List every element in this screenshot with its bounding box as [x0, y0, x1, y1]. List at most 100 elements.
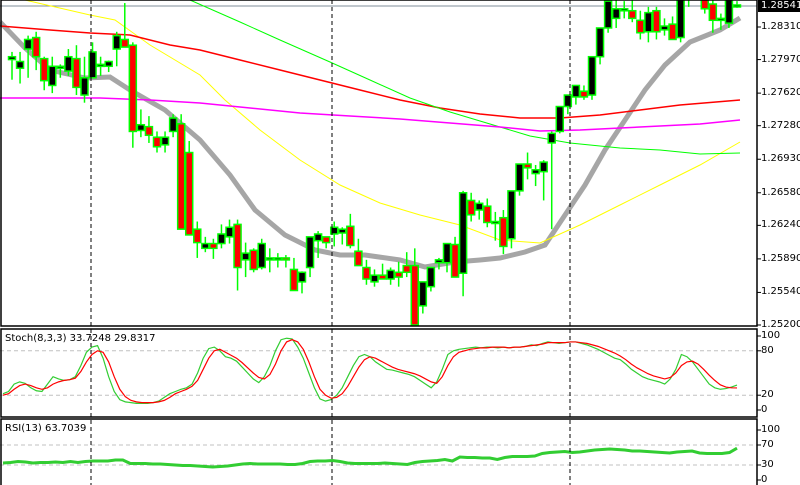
candlestick[interactable]	[652, 6, 661, 40]
candlestick[interactable]	[619, 1, 629, 19]
candlestick[interactable]	[217, 224, 226, 249]
candlestick[interactable]	[233, 219, 242, 291]
candlestick[interactable]	[724, 0, 734, 28]
candlestick[interactable]	[313, 231, 323, 258]
candlestick[interactable]	[346, 213, 355, 249]
panel-border	[0, 328, 758, 418]
candlestick[interactable]	[56, 64, 65, 78]
candlestick[interactable]	[732, 1, 742, 8]
candlestick[interactable]	[39, 56, 49, 91]
candlestick[interactable]	[507, 190, 516, 249]
candlestick[interactable]	[386, 267, 395, 285]
candlestick[interactable]	[499, 210, 508, 255]
candlestick[interactable]	[515, 163, 524, 196]
candlestick[interactable]	[685, 0, 692, 7]
moving-average-line	[189, 0, 741, 155]
candlestick[interactable]	[491, 211, 500, 241]
candlestick[interactable]	[152, 131, 162, 153]
candlestick[interactable]	[201, 236, 210, 253]
candlestick[interactable]	[418, 281, 428, 314]
candlestick[interactable]	[273, 253, 283, 268]
candlestick[interactable]	[265, 248, 275, 273]
candlestick[interactable]	[579, 85, 589, 100]
candlestick[interactable]	[636, 10, 645, 40]
candlestick[interactable]	[426, 266, 436, 292]
candlestick[interactable]	[289, 257, 299, 292]
candlestick[interactable]	[96, 56, 105, 76]
candlestick[interactable]	[112, 31, 121, 67]
candlestick[interactable]	[660, 18, 669, 36]
candlestick[interactable]	[321, 236, 331, 249]
candlestick[interactable]	[466, 192, 476, 222]
price-axis-label: 1.25890	[761, 252, 800, 264]
candlestick[interactable]	[716, 13, 726, 30]
candlestick[interactable]	[225, 219, 234, 244]
candlestick[interactable]	[120, 3, 130, 48]
candlestick[interactable]	[144, 116, 154, 143]
candlestick[interactable]	[7, 51, 17, 80]
candlestick[interactable]	[523, 152, 532, 180]
candlestick[interactable]	[458, 190, 468, 297]
candlestick[interactable]	[128, 42, 138, 148]
candlestick[interactable]	[338, 227, 347, 245]
candlestick[interactable]	[362, 259, 371, 285]
candlestick[interactable]	[209, 238, 218, 259]
candlestick[interactable]	[555, 105, 565, 134]
candlestick[interactable]	[48, 56, 57, 94]
rsi-panel[interactable]	[0, 444, 757, 469]
candlestick[interactable]	[571, 84, 581, 105]
candlestick[interactable]	[595, 27, 605, 65]
candlestick[interactable]	[370, 269, 379, 287]
candlestick[interactable]	[176, 114, 186, 230]
candlestick[interactable]	[168, 114, 178, 138]
candlestick[interactable]	[402, 252, 411, 278]
panel-border	[0, 418, 758, 485]
candlestick[interactable]	[587, 55, 597, 100]
candlestick[interactable]	[297, 271, 307, 294]
candlestick[interactable]	[547, 131, 556, 230]
candlestick[interactable]	[88, 42, 97, 79]
candlestick[interactable]	[563, 94, 573, 115]
stochastic-panel[interactable]	[0, 337, 757, 404]
candlestick[interactable]	[329, 221, 339, 247]
candlestick[interactable]	[378, 263, 387, 280]
candlestick[interactable]	[483, 198, 492, 228]
stoch-axis-label: 0	[761, 404, 768, 415]
main-price-panel[interactable]	[0, 0, 757, 326]
candlestick[interactable]	[354, 238, 363, 267]
candlestick[interactable]	[644, 6, 653, 43]
candlestick[interactable]	[450, 236, 460, 278]
candlestick[interactable]	[708, 0, 718, 33]
candlestick[interactable]	[257, 238, 266, 270]
candlestick[interactable]	[281, 255, 291, 268]
candlestick[interactable]	[31, 31, 41, 71]
candlestick[interactable]	[676, 0, 685, 43]
candlestick[interactable]	[15, 51, 25, 84]
candlestick[interactable]	[184, 141, 194, 236]
candlestick[interactable]	[434, 257, 444, 270]
candlestick[interactable]	[193, 221, 202, 258]
candlestick[interactable]	[539, 160, 548, 201]
price-axis-label: 1.26930	[761, 153, 800, 165]
candlestick[interactable]	[80, 56, 89, 103]
candlestick[interactable]	[628, 0, 637, 23]
candlestick[interactable]	[603, 0, 613, 33]
candlestick[interactable]	[611, 0, 621, 28]
candlestick[interactable]	[700, 0, 710, 14]
candlestick[interactable]	[241, 242, 250, 278]
candlestick[interactable]	[136, 109, 146, 138]
candlestick[interactable]	[23, 35, 33, 78]
candlestick[interactable]	[72, 45, 81, 96]
candlestick[interactable]	[160, 131, 170, 153]
candlestick[interactable]	[668, 16, 677, 41]
candlestick[interactable]	[442, 242, 452, 273]
candlestick[interactable]	[531, 164, 540, 187]
candlestick[interactable]	[104, 60, 113, 73]
candlestick[interactable]	[305, 236, 315, 278]
candlestick[interactable]	[474, 200, 484, 220]
candlestick[interactable]	[64, 49, 73, 76]
candlestick[interactable]	[410, 248, 420, 326]
candlestick[interactable]	[249, 248, 258, 273]
candlestick[interactable]	[394, 261, 403, 287]
